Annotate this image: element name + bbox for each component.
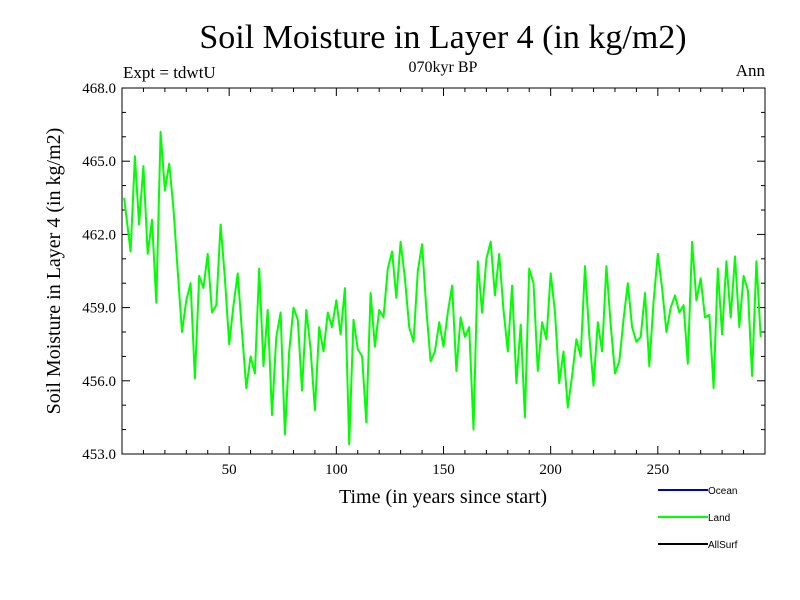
y-tick-label: 456.0 (82, 374, 116, 390)
legend: Ocean Land AllSurf (658, 486, 738, 551)
x-axis-label: Time (in years since start) (339, 486, 547, 508)
y-axis: 453.0 456.0 459.0 462.0 465.0 468.0 (82, 81, 765, 463)
y-axis-label: Soil Moisture in Layer 4 (in kg/m2) (43, 128, 65, 415)
y-tick-label: 468.0 (82, 81, 116, 97)
y-tick-label: 453.0 (82, 447, 116, 463)
series-line-land (123, 130, 762, 446)
x-tick-label: 150 (432, 462, 455, 478)
x-tick-label: 200 (539, 462, 562, 478)
chart-subtitle: 070kyr BP (409, 59, 478, 76)
y-tick-label: 465.0 (82, 154, 116, 170)
x-axis: 50 100 150 200 250 (142, 88, 745, 478)
y-tick-label: 462.0 (82, 227, 116, 243)
legend-label-allsurf: AllSurf (708, 540, 738, 551)
experiment-label: Expt = tdwtU (123, 63, 216, 82)
legend-label-ocean: Ocean (708, 486, 737, 497)
legend-label-land: Land (708, 513, 730, 524)
x-tick-label: 100 (325, 462, 348, 478)
x-tick-label: 250 (647, 462, 670, 478)
y-tick-label: 459.0 (82, 301, 116, 317)
chart-title: Soil Moisture in Layer 4 (in kg/m2) (199, 19, 686, 56)
x-tick-label: 50 (222, 462, 237, 478)
period-label: Ann (736, 61, 766, 80)
